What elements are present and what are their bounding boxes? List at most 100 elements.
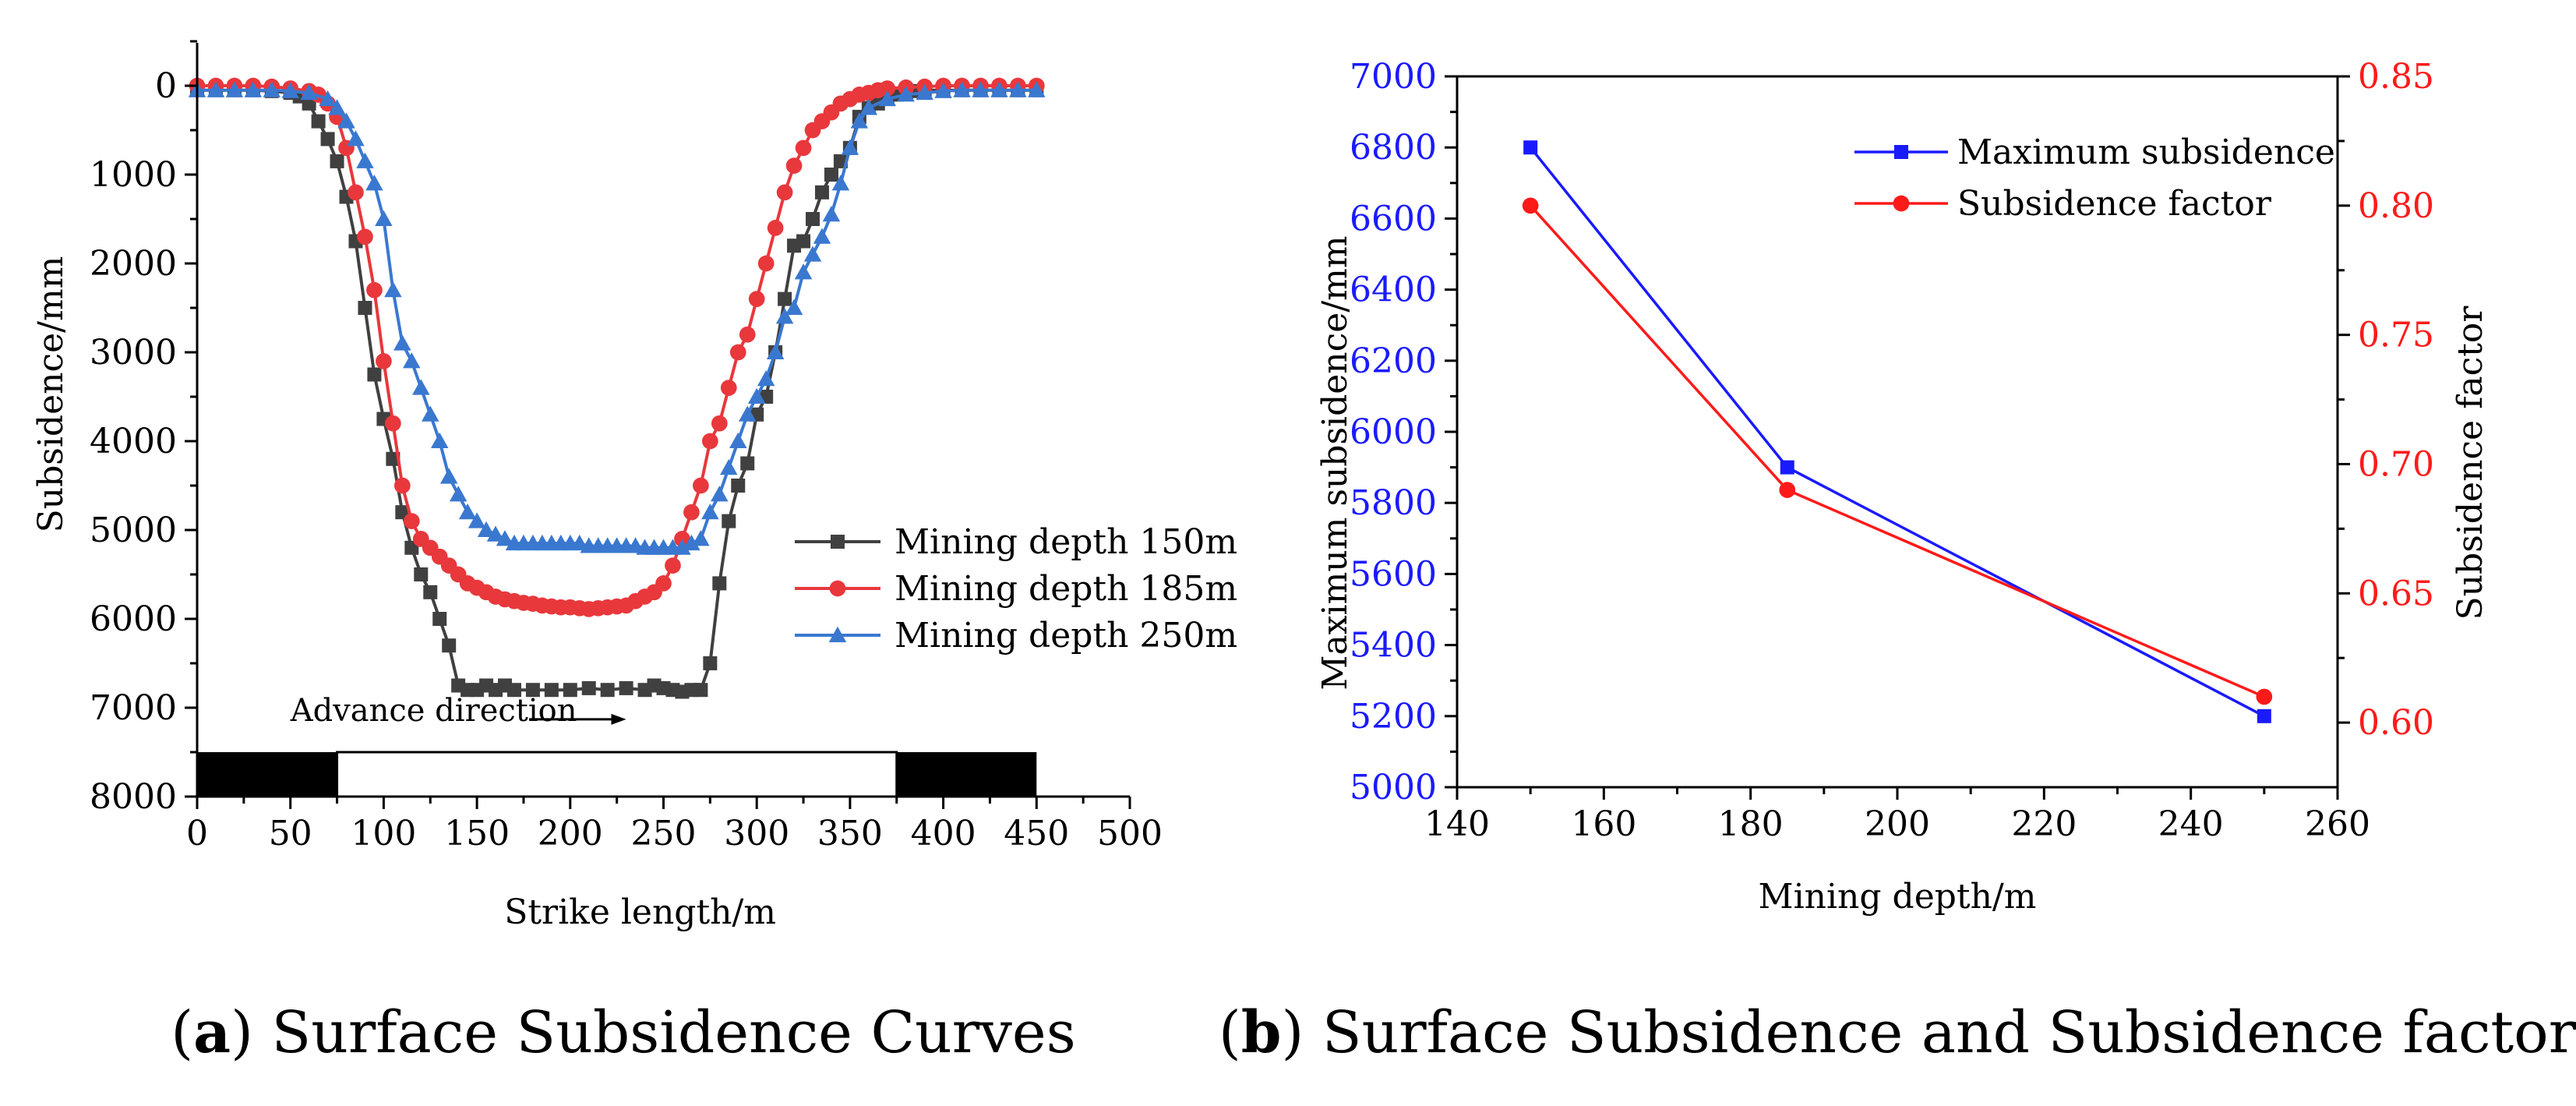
b-x-tick-label-160: 160	[1571, 804, 1636, 844]
point-mining-depth-250m-15	[393, 334, 411, 351]
point-mining-depth-250m-59	[803, 246, 822, 262]
point-mining-depth-150m-22	[442, 638, 457, 653]
point-mining-depth-150m-32	[563, 683, 577, 698]
point-mining-depth-250m-67	[897, 86, 915, 102]
point-mining-depth-250m-60	[813, 228, 831, 244]
point-mining-depth-250m-61	[822, 206, 841, 222]
point-mining-depth-150m-46	[731, 479, 746, 493]
series-mining-depth-250m	[188, 81, 1046, 555]
x-tick-label-0: 0	[186, 814, 208, 853]
b-y-tick-label-6000: 6000	[1350, 412, 1437, 452]
line-maximum-subsidence	[1529, 147, 2265, 718]
series-maximum-subsidence	[1523, 140, 2271, 723]
point-mining-depth-250m-21	[449, 486, 468, 502]
point-mining-depth-250m-23	[468, 512, 486, 528]
y-tick-label-2000: 2000	[90, 244, 177, 284]
b-legend-marker-1	[1893, 195, 1910, 212]
b-y2-tick-label-0.75: 0.75	[2358, 316, 2434, 355]
b-x-tick-label-180: 180	[1718, 804, 1784, 844]
point-mining-depth-150m-55	[814, 185, 829, 200]
point-mining-depth-185m-48	[693, 477, 709, 494]
point-mining-depth-185m-53	[739, 326, 756, 343]
b-y-tick-label-6800: 6800	[1350, 128, 1437, 168]
point-mining-depth-250m-16	[403, 352, 421, 369]
point-mining-depth-150m-35	[619, 680, 633, 695]
b-y2-tick-label-0.65: 0.65	[2358, 574, 2434, 613]
panel-a-y-axis-label: Subsidence/mm	[31, 256, 71, 533]
y-tick-label-4000: 4000	[90, 422, 177, 461]
point-mining-depth-185m-17	[403, 513, 420, 529]
legend-marker-1	[829, 580, 846, 597]
y-tick-label-7000: 7000	[90, 688, 177, 728]
point-mining-depth-250m-53	[747, 387, 766, 404]
panel-a-chart: 0 50 100 150 200 250 300 350 400 450 5000100020003…	[31, 40, 1237, 932]
point-mining-depth-185m-57	[776, 184, 793, 201]
point-maximum-subsidence-0	[1523, 140, 1538, 155]
point-mining-depth-185m-15	[385, 415, 401, 432]
x-tick-label-100: 100	[351, 814, 416, 853]
legend-item-subsidence-factor: Subsidence factor	[1854, 184, 2272, 224]
b-y-tick-label-5400: 5400	[1350, 626, 1437, 666]
point-mining-depth-185m-12	[357, 228, 373, 246]
strip-white-0	[336, 751, 898, 798]
x-tick-label-500: 500	[1097, 814, 1163, 853]
point-maximum-subsidence-1	[1780, 460, 1794, 475]
y-tick-label-6000: 6000	[90, 599, 177, 639]
point-mining-depth-250m-3	[244, 81, 263, 97]
line-mining-depth-250m	[197, 88, 1037, 549]
b-legend-label-1: Subsidence factor	[1957, 184, 2272, 224]
b-legend-label-0: Maximum subsidence	[1957, 133, 2335, 172]
b-y2-tick-label-0.60: 0.60	[2358, 703, 2434, 743]
point-maximum-subsidence-2	[2257, 708, 2271, 723]
b-y-tick-label-7000: 7000	[1350, 57, 1437, 97]
point-subsidence-factor-2	[2256, 688, 2273, 705]
point-mining-depth-250m-6	[300, 83, 318, 101]
point-mining-depth-150m-34	[600, 683, 615, 698]
point-mining-depth-250m-64	[850, 112, 869, 129]
legend-marker-0	[831, 535, 845, 549]
point-mining-depth-250m-14	[384, 281, 402, 298]
point-mining-depth-150m-43	[703, 656, 718, 670]
point-mining-depth-150m-56	[824, 168, 838, 182]
point-mining-depth-250m-45	[673, 539, 691, 555]
point-mining-depth-185m-46	[674, 531, 690, 547]
y-tick-label-3000: 3000	[90, 333, 177, 373]
panel-b-x-axis-label: Mining depth/m	[1759, 877, 2037, 917]
point-mining-depth-185m-50	[711, 415, 728, 432]
b-x-tick-label-260: 260	[2305, 804, 2370, 844]
x-tick-label-200: 200	[538, 814, 603, 853]
point-mining-depth-250m-52	[738, 405, 757, 422]
point-mining-depth-250m-5	[281, 82, 299, 98]
b-y-tick-label-5000: 5000	[1350, 768, 1437, 807]
panel-a-annotation-arrow	[529, 713, 626, 725]
b-y-tick-label-6600: 6600	[1350, 199, 1437, 239]
point-mining-depth-250m-13	[375, 210, 393, 226]
point-mining-depth-150m-51	[778, 292, 792, 306]
point-mining-depth-150m-14	[367, 367, 382, 382]
strip-black-1	[896, 752, 1037, 797]
point-mining-depth-250m-63	[841, 139, 859, 155]
x-tick-label-400: 400	[911, 814, 976, 853]
point-mining-depth-150m-31	[544, 683, 559, 698]
point-mining-depth-185m-51	[720, 380, 737, 396]
panel-b-chart: 140 160 180 200 220 240 260 5000 5200 5400 5600 580…	[1315, 57, 2490, 917]
b-x-tick-label-140: 140	[1424, 804, 1490, 844]
point-mining-depth-250m-18	[422, 405, 439, 422]
point-mining-depth-185m-45	[665, 557, 681, 574]
point-mining-depth-250m-70	[953, 81, 971, 97]
point-mining-depth-250m-58	[794, 263, 813, 280]
point-mining-depth-250m-48	[701, 503, 719, 520]
point-mining-depth-185m-56	[767, 220, 784, 236]
point-mining-depth-150m-8	[311, 114, 326, 129]
point-mining-depth-250m-49	[711, 486, 729, 502]
panel-a-coal-strip	[197, 751, 1037, 798]
y-tick-label-8000: 8000	[90, 777, 177, 817]
point-mining-depth-250m-25	[486, 525, 505, 542]
line-subsidence-factor	[1529, 204, 2265, 698]
point-mining-depth-250m-47	[692, 530, 710, 546]
point-mining-depth-185m-49	[702, 433, 718, 450]
point-mining-depth-250m-74	[1028, 81, 1046, 97]
point-mining-depth-250m-69	[934, 82, 952, 98]
panel-a-annotation: Advance direction	[290, 693, 577, 729]
